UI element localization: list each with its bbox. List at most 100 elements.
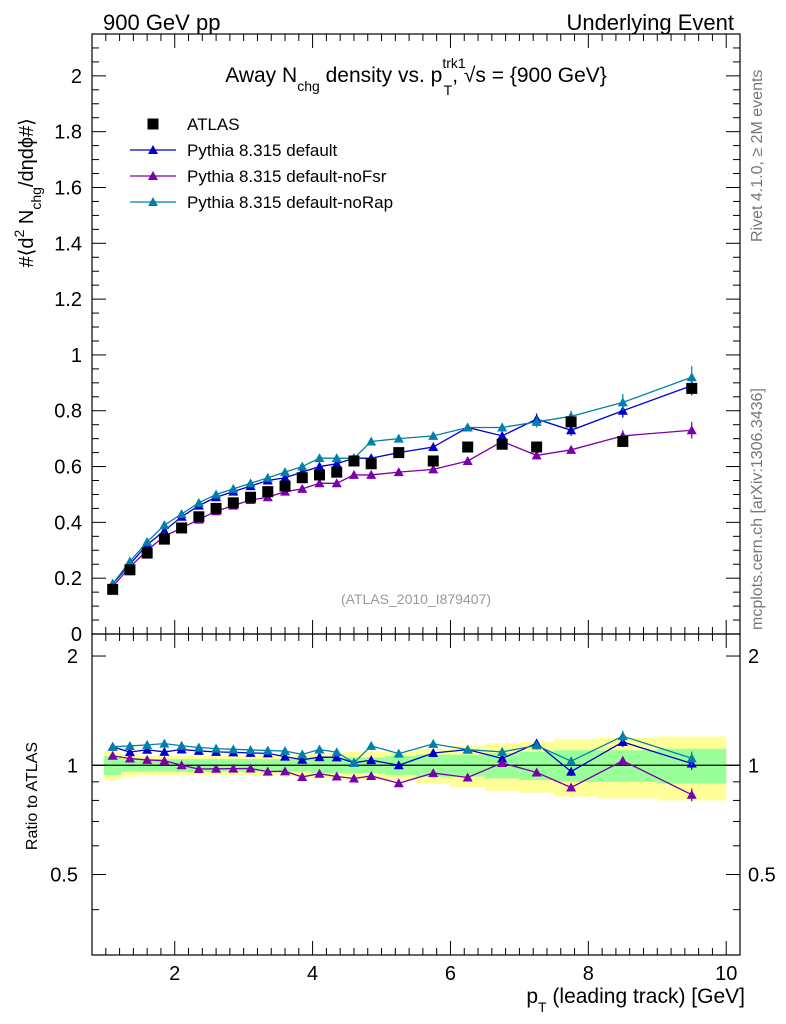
ratio-series-marker [314,744,325,754]
legend-marker [148,197,158,206]
ratio-series-marker [228,763,239,773]
ratio-series-marker [280,746,291,756]
legend-marker [148,145,158,154]
series-marker [366,469,377,479]
series-marker [497,430,508,440]
series-marker [331,453,342,463]
ratio-series-marker [366,740,377,750]
ratio-series-marker [176,740,187,750]
data-point [365,458,377,470]
series-marker [462,455,473,465]
series-marker [228,483,239,493]
header-left: 900 GeV pp [103,10,220,35]
series-marker [428,442,439,452]
series-marker [193,497,204,507]
ratio-series-marker [142,739,153,749]
x-tick-label: 6 [445,963,456,985]
data-point [296,472,308,484]
series-line [112,376,692,585]
legend-label: Pythia 8.315 default [187,141,338,160]
ratio-series-marker [159,746,170,756]
legend-marker-atlas [147,118,159,130]
legend-marker [148,171,158,180]
ratio-series-marker [348,757,359,767]
data-point [427,455,439,467]
data-point [331,466,343,478]
series-marker [176,509,187,518]
y-tick-label: 1.8 [54,122,82,144]
ratio-series-marker [566,756,577,766]
data-point [565,416,577,428]
ratio-series-marker [428,738,439,748]
ratio-series-marker [297,749,308,759]
ratio-tick-label-left: 1 [67,755,78,777]
ratio-series-marker [497,757,508,767]
data-point [279,480,291,492]
y-tick-label: 0 [71,624,82,646]
data-point [176,522,188,534]
y-tick-label: 0.4 [54,512,82,534]
y-tick-label: 2 [71,66,82,88]
ratio-series-marker [428,748,439,758]
ratio-series-marker [176,760,187,770]
ratio-tick-label-right: 2 [748,646,759,668]
series-marker [686,372,697,382]
series-marker [462,422,473,432]
ratio-series-marker [428,768,439,778]
series-marker [366,436,377,446]
x-tick-label: 4 [307,963,318,985]
y-tick-label: 1 [71,345,82,367]
series-marker [280,472,291,482]
series-marker [331,458,342,468]
data-point [193,511,205,523]
ratio-tick-label-left: 0.5 [50,864,78,886]
ratio-series-marker [497,753,508,763]
ratio-series-marker [159,755,170,765]
ratio-series-marker [348,773,359,783]
x-tick-label: 10 [715,963,737,985]
ratio-series-marker [314,768,325,778]
series-marker [262,472,273,482]
ratio-band-inner [596,750,658,782]
series-marker [393,433,404,443]
ratio-series-marker [314,752,325,762]
ratio-tick-label-right: 0.5 [748,864,776,886]
ratio-series-marker [107,741,118,751]
y-tick-label: 1.6 [54,177,82,199]
series-marker [142,536,153,546]
ratio-series-line [112,755,693,796]
series-marker [314,453,325,463]
analysis-watermark: (ATLAS_2010_I879407) [341,591,491,607]
y-tick-label: 0.6 [54,457,82,479]
ratio-series-marker [107,750,118,760]
ratio-plot-frame [91,633,741,956]
ratio-series-marker [566,782,577,792]
data-point [496,438,508,450]
x-axis-label: pT (leading track) [GeV] [526,985,745,1015]
ratio-series-marker [617,755,628,765]
legend-label-atlas: ATLAS [187,115,240,134]
data-point [348,455,360,467]
y-tick-label: 1.4 [54,233,82,255]
x-tick-label: 2 [169,963,180,985]
x-tick-label: 8 [583,963,594,985]
series-marker [314,461,325,471]
series-marker [297,461,308,471]
ratio-series-marker [124,753,135,763]
axes: 2 4 6 8 10 0 0.2 0.4 0.6 0.8 1 1.2 1.4 1.6 1.8 2 0.5 0.5 1… [50,33,776,985]
series-marker [617,397,628,407]
series-marker [314,478,325,488]
ratio-tick-label-right: 1 [748,755,759,777]
ratio-series-marker [366,755,377,765]
series-marker [393,467,404,477]
ratio-series-marker [262,766,273,776]
series-marker [566,425,577,435]
series-marker [331,478,342,488]
series-marker [686,425,697,435]
series-marker [566,444,577,454]
ratio-series-marker [297,771,308,781]
ratio-series-marker [497,746,508,756]
ratio-series-marker [297,754,308,764]
ratio-series-marker [280,751,291,761]
